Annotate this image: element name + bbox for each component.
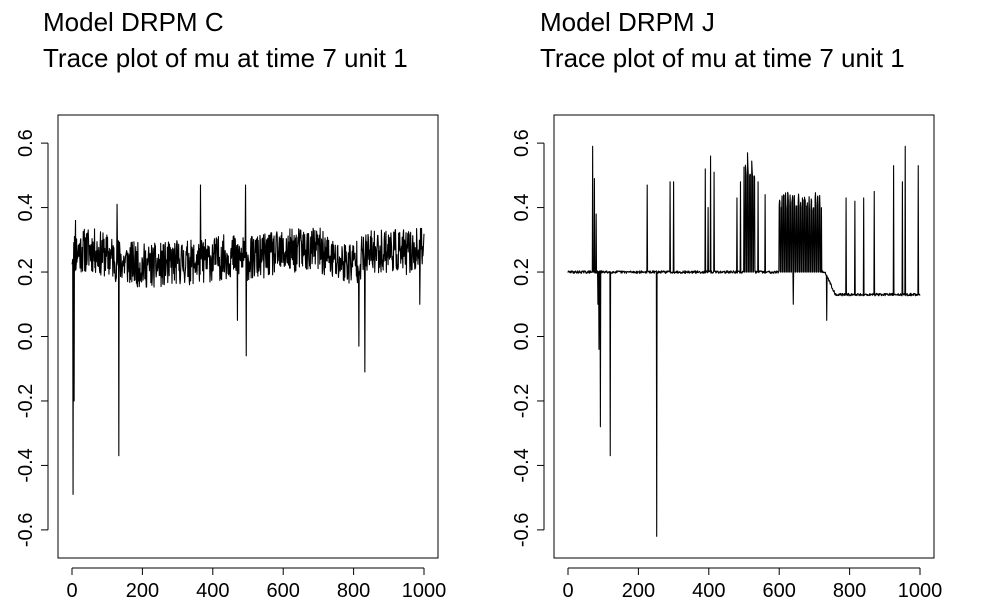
trace-plot-drpm-c: 0 200 400 600 800 1000 -0.6 -0.4 -0.2 0.0 0.2 0.4 0.… — [15, 114, 447, 602]
y-tick-label: -0.2 — [511, 384, 533, 418]
x-tick-label: 1000 — [402, 580, 447, 602]
trace-plot-drpm-j: 0 200 400 600 800 1000 -0.6 -0.4 -0.2 0.0 0.2 0.4 0.… — [511, 114, 943, 602]
y-tick-label: 0.6 — [511, 129, 533, 157]
plot-frame — [553, 114, 935, 559]
y-tick-label: 0.0 — [15, 323, 37, 351]
y-tick-label: 0.6 — [15, 129, 37, 157]
y-tick-label: 0.4 — [15, 194, 37, 222]
x-tick-label: 400 — [692, 580, 725, 602]
y-tick-label: 0.0 — [511, 323, 533, 351]
mu-trace-line — [71, 184, 425, 495]
y-tick-label: 0.2 — [511, 258, 533, 286]
y-tick-label: -0.2 — [15, 384, 37, 418]
chart-panel-drpm-j: Model DRPM J Trace plot of mu at time 7 … — [497, 0, 993, 613]
plot-frame — [57, 114, 439, 559]
x-tick-label: 0 — [66, 580, 77, 602]
x-tick-label: 600 — [763, 580, 796, 602]
x-tick-label: 0 — [562, 580, 573, 602]
y-tick-label: -0.4 — [15, 448, 37, 482]
chart-subtitle: Trace plot of mu at time 7 unit 1 — [540, 43, 905, 73]
x-tick-label: 1000 — [898, 580, 943, 602]
y-tick-label: -0.6 — [511, 513, 533, 547]
x-tick-label: 200 — [126, 580, 159, 602]
y-tick-label: -0.6 — [15, 513, 37, 547]
chart-title: Model DRPM C — [43, 7, 224, 37]
x-tick-label: 400 — [196, 580, 229, 602]
x-tick-label: 800 — [833, 580, 866, 602]
y-tick-label: 0.2 — [15, 258, 37, 286]
mu-trace-line — [567, 145, 921, 537]
chart-panel-drpm-c: Model DRPM C Trace plot of mu at time 7 … — [0, 0, 496, 613]
chart-subtitle: Trace plot of mu at time 7 unit 1 — [43, 43, 408, 73]
x-tick-label: 800 — [337, 580, 370, 602]
x-tick-label: 200 — [622, 580, 655, 602]
x-tick-label: 600 — [267, 580, 300, 602]
chart-title: Model DRPM J — [540, 7, 715, 37]
y-tick-label: -0.4 — [511, 448, 533, 482]
y-tick-label: 0.4 — [511, 194, 533, 222]
